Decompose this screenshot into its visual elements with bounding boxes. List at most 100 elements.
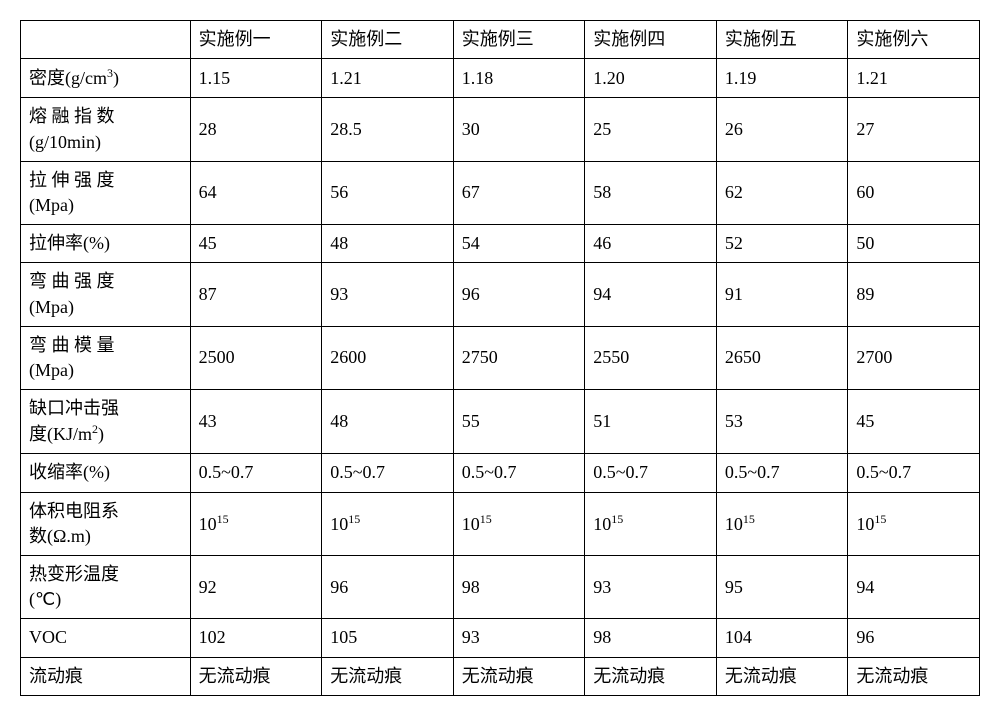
data-cell: 1.15: [190, 59, 322, 98]
data-cell: 无流动痕: [716, 657, 848, 695]
row-label: 弯 曲 强 度(Mpa): [21, 263, 191, 326]
table-row: 体积电阻系数(Ω.m)101510151015101510151015: [21, 492, 980, 555]
table-body: 实施例一实施例二实施例三实施例四实施例五实施例六密度(g/cm3)1.151.2…: [21, 21, 980, 696]
data-cell: 28.5: [322, 98, 454, 161]
data-cell: 102: [190, 619, 322, 657]
row-label: 弯 曲 模 量(Mpa): [21, 326, 191, 389]
data-cell: 45: [190, 225, 322, 263]
table-row: 拉伸率(%)454854465250: [21, 225, 980, 263]
data-cell: 2600: [322, 326, 454, 389]
data-cell: 27: [848, 98, 980, 161]
data-cell: 无流动痕: [848, 657, 980, 695]
header-cell: 实施例二: [322, 21, 454, 59]
data-cell: 50: [848, 225, 980, 263]
row-label: 体积电阻系数(Ω.m): [21, 492, 191, 555]
data-cell: 105: [322, 619, 454, 657]
data-cell: 98: [585, 619, 717, 657]
row-label: 拉伸率(%): [21, 225, 191, 263]
data-cell: 98: [453, 556, 585, 619]
data-cell: 96: [453, 263, 585, 326]
header-cell: 实施例一: [190, 21, 322, 59]
table-header-row: 实施例一实施例二实施例三实施例四实施例五实施例六: [21, 21, 980, 59]
data-cell: 25: [585, 98, 717, 161]
data-cell: 104: [716, 619, 848, 657]
data-cell: 无流动痕: [585, 657, 717, 695]
data-cell: 1.21: [322, 59, 454, 98]
data-cell: 无流动痕: [453, 657, 585, 695]
row-label: 拉 伸 强 度(Mpa): [21, 161, 191, 224]
table-row: 缺口冲击强度(KJ/m2)434855515345: [21, 390, 980, 454]
table-row: 密度(g/cm3)1.151.211.181.201.191.21: [21, 59, 980, 98]
data-cell: 1.21: [848, 59, 980, 98]
data-cell: 94: [585, 263, 717, 326]
data-cell: 26: [716, 98, 848, 161]
data-cell: 0.5~0.7: [453, 454, 585, 492]
data-cell: 93: [585, 556, 717, 619]
data-cell: 87: [190, 263, 322, 326]
data-cell: 0.5~0.7: [848, 454, 980, 492]
data-cell: 0.5~0.7: [585, 454, 717, 492]
header-cell: 实施例四: [585, 21, 717, 59]
row-label: 热变形温度(℃): [21, 556, 191, 619]
header-cell: 实施例三: [453, 21, 585, 59]
data-cell: 55: [453, 390, 585, 454]
data-cell: 1015: [190, 492, 322, 555]
table-row: VOC102105939810496: [21, 619, 980, 657]
header-cell: 实施例五: [716, 21, 848, 59]
data-cell: 58: [585, 161, 717, 224]
data-cell: 89: [848, 263, 980, 326]
data-cell: 1015: [716, 492, 848, 555]
data-cell: 2550: [585, 326, 717, 389]
data-cell: 54: [453, 225, 585, 263]
data-cell: 无流动痕: [190, 657, 322, 695]
data-cell: 46: [585, 225, 717, 263]
row-label: 收缩率(%): [21, 454, 191, 492]
data-cell: 96: [848, 619, 980, 657]
data-cell: 60: [848, 161, 980, 224]
data-cell: 67: [453, 161, 585, 224]
data-cell: 43: [190, 390, 322, 454]
data-cell: 28: [190, 98, 322, 161]
data-cell: 2650: [716, 326, 848, 389]
data-cell: 2750: [453, 326, 585, 389]
data-cell: 2500: [190, 326, 322, 389]
table-row: 收缩率(%)0.5~0.70.5~0.70.5~0.70.5~0.70.5~0.…: [21, 454, 980, 492]
data-cell: 45: [848, 390, 980, 454]
table-row: 流动痕无流动痕无流动痕无流动痕无流动痕无流动痕无流动痕: [21, 657, 980, 695]
row-label: 缺口冲击强度(KJ/m2): [21, 390, 191, 454]
data-cell: 48: [322, 225, 454, 263]
data-cell: 2700: [848, 326, 980, 389]
row-label: VOC: [21, 619, 191, 657]
data-cell: 1015: [453, 492, 585, 555]
data-cell: 53: [716, 390, 848, 454]
data-cell: 0.5~0.7: [190, 454, 322, 492]
data-cell: 93: [453, 619, 585, 657]
data-cell: 92: [190, 556, 322, 619]
header-cell-blank: [21, 21, 191, 59]
data-table: 实施例一实施例二实施例三实施例四实施例五实施例六密度(g/cm3)1.151.2…: [20, 20, 980, 696]
data-cell: 0.5~0.7: [322, 454, 454, 492]
table-row: 弯 曲 强 度(Mpa)879396949189: [21, 263, 980, 326]
data-cell: 96: [322, 556, 454, 619]
data-cell: 56: [322, 161, 454, 224]
data-cell: 1.19: [716, 59, 848, 98]
data-cell: 48: [322, 390, 454, 454]
data-cell: 51: [585, 390, 717, 454]
table-row: 熔 融 指 数(g/10min)2828.530252627: [21, 98, 980, 161]
data-cell: 无流动痕: [322, 657, 454, 695]
table-row: 拉 伸 强 度(Mpa)645667586260: [21, 161, 980, 224]
data-cell: 30: [453, 98, 585, 161]
data-cell: 94: [848, 556, 980, 619]
data-cell: 52: [716, 225, 848, 263]
data-cell: 0.5~0.7: [716, 454, 848, 492]
table-row: 热变形温度(℃)929698939594: [21, 556, 980, 619]
header-cell: 实施例六: [848, 21, 980, 59]
row-label: 密度(g/cm3): [21, 59, 191, 98]
data-cell: 1015: [322, 492, 454, 555]
data-cell: 1015: [585, 492, 717, 555]
row-label: 熔 融 指 数(g/10min): [21, 98, 191, 161]
data-cell: 91: [716, 263, 848, 326]
data-cell: 95: [716, 556, 848, 619]
data-cell: 1.18: [453, 59, 585, 98]
data-cell: 93: [322, 263, 454, 326]
